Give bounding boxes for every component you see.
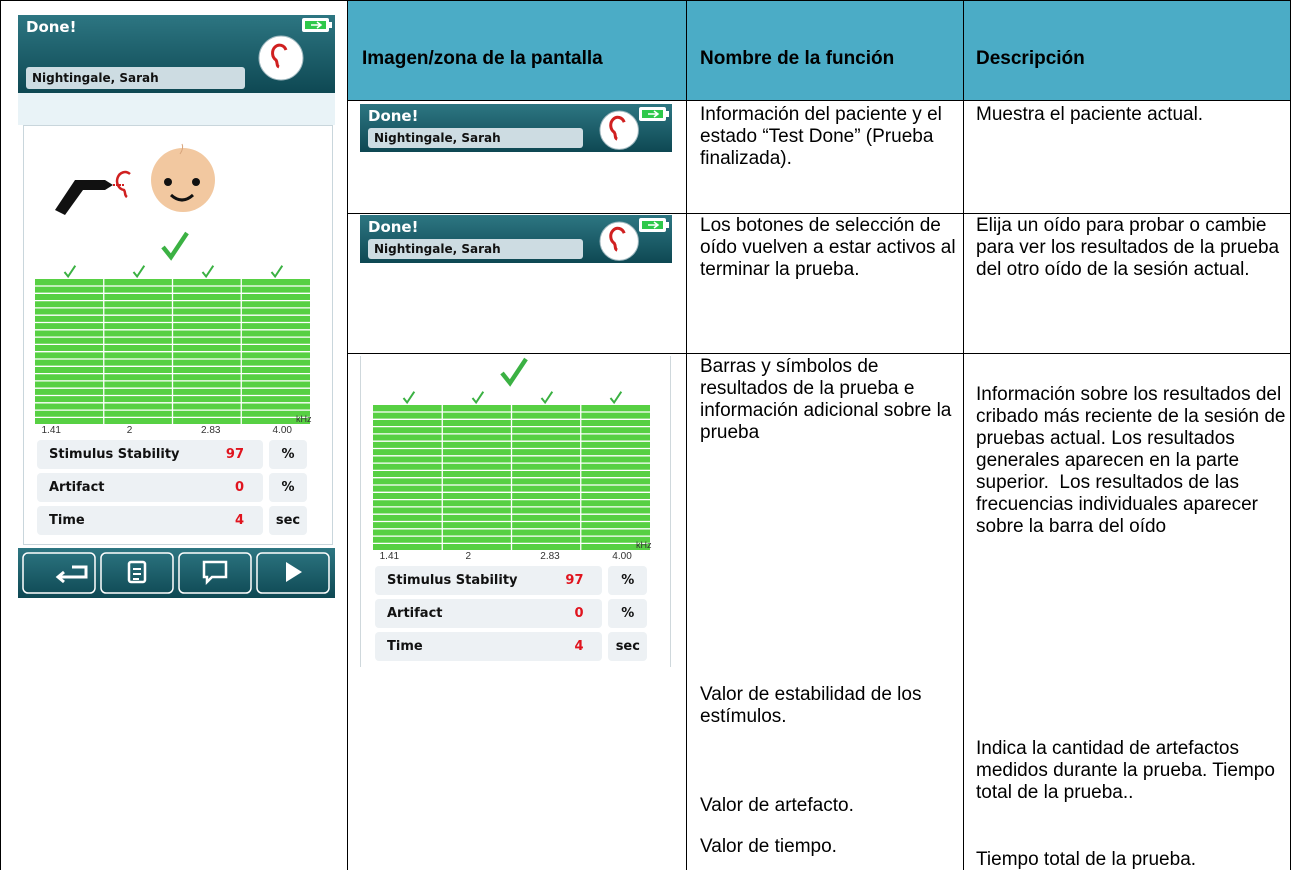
measurement-unit: % <box>281 447 295 462</box>
table-border <box>360 356 361 667</box>
measurement-label: Time <box>49 513 85 528</box>
measurement-row <box>37 506 263 535</box>
frequency-label: 1.41 <box>379 551 400 562</box>
measurement-label: Artifact <box>387 606 443 621</box>
frequency-label: 1.41 <box>41 425 61 436</box>
button-bar <box>18 548 335 598</box>
status: Done! <box>368 107 419 125</box>
cell-text: Valor de artefacto. <box>700 795 854 816</box>
table-border <box>963 0 964 870</box>
frequency-label: 4.00 <box>272 425 292 436</box>
table-border <box>347 100 1291 101</box>
table-border <box>0 0 1291 1</box>
table-header-bg <box>347 0 1290 100</box>
table-border <box>0 0 1 870</box>
frequency-label: 2 <box>465 551 472 562</box>
cell-text: Muestra el paciente actual. <box>976 104 1204 125</box>
status: Done! <box>368 218 419 236</box>
frequency-label: 4.00 <box>612 551 632 562</box>
measurement-label: Stimulus Stability <box>387 573 518 588</box>
nav-button <box>256 552 330 594</box>
measurement-value: 4 <box>234 513 244 528</box>
frequency-check <box>270 265 283 279</box>
patient-box: Nightingale, Sarah <box>368 127 584 148</box>
ear-bar <box>35 279 310 424</box>
frequency-check <box>471 391 484 405</box>
frequency-check <box>610 391 623 405</box>
table-border <box>347 353 1291 354</box>
measurement-value: 0 <box>234 480 244 495</box>
battery-icon <box>302 18 332 32</box>
status: Done! <box>26 18 77 36</box>
measurement-unit-box <box>608 632 648 661</box>
cell-text: Información sobre los resultados del cri… <box>976 384 1291 537</box>
frequency-label: 2.83 <box>201 425 221 436</box>
frequency-check <box>132 265 146 279</box>
patient-box: Nightingale, Sarah <box>26 67 245 89</box>
frequency-check <box>402 391 415 405</box>
measurement-unit: % <box>281 480 295 495</box>
measurement-row <box>375 566 603 595</box>
probe-and-baby <box>55 143 215 215</box>
nav-button <box>22 552 96 594</box>
battery-icon <box>639 218 669 232</box>
frequency-label: 2.83 <box>540 551 560 562</box>
measurement-value: 97 <box>225 447 244 462</box>
table-border <box>1290 0 1291 870</box>
column-header: Descripción <box>976 48 1085 69</box>
measurement-label: Stimulus Stability <box>49 447 180 462</box>
measurement-unit: % <box>621 606 635 621</box>
ear-button <box>599 110 639 151</box>
measurement-unit: sec <box>275 513 301 528</box>
measurement-row <box>37 440 263 469</box>
cell-text: Elija un oído para probar o cambie para … <box>976 215 1285 280</box>
measurement-label: Time <box>387 639 423 654</box>
measurement-row <box>375 599 603 628</box>
header-strip <box>18 93 335 125</box>
unit-label: kHz <box>636 540 652 550</box>
table-border <box>670 356 671 667</box>
measurement-row <box>37 473 263 502</box>
table-border <box>347 213 1291 214</box>
nav-button <box>100 552 174 594</box>
ear-button <box>599 221 639 262</box>
cell-text: Indica la cantidad de artefactos medidos… <box>976 738 1281 803</box>
frequency-label: 2 <box>126 425 133 436</box>
column-header: Imagen/zona de la pantalla <box>362 48 603 69</box>
overall-check <box>160 231 189 261</box>
measurement-unit-box <box>268 506 308 535</box>
cell-text: Valor de estabilidad de los estímulos. <box>700 684 927 727</box>
measurement-value: 97 <box>565 573 584 588</box>
screen-panel <box>23 125 333 545</box>
cell-text: Información del paciente y el estado “Te… <box>700 104 948 169</box>
measurement-unit-box <box>608 566 648 595</box>
cell-text: Valor de tiempo. <box>700 836 837 857</box>
frequency-check <box>540 391 554 405</box>
cell-text: Los botones de selección de oído vuelven… <box>700 215 961 280</box>
patient-box: Nightingale, Sarah <box>368 238 584 259</box>
ear-bar <box>373 405 650 550</box>
battery-icon <box>639 107 669 121</box>
nav-button <box>178 552 252 594</box>
measurement-unit-box <box>268 440 308 469</box>
cell-text: Barras y símbolos de resultados de la pr… <box>700 356 957 443</box>
unit-label: kHz <box>296 414 312 424</box>
measurement-unit: % <box>621 573 635 588</box>
table-border <box>686 0 687 870</box>
measurement-unit-box <box>608 599 648 628</box>
measurement-value: 4 <box>574 639 584 654</box>
cell-text: Tiempo total de la prueba. <box>976 849 1197 870</box>
frequency-check <box>64 265 77 279</box>
measurement-value: 0 <box>574 606 584 621</box>
measurement-unit: sec <box>615 639 640 654</box>
measurement-label: Artifact <box>49 480 105 495</box>
frequency-check <box>201 265 214 279</box>
table-border <box>347 0 348 870</box>
ear-button <box>258 35 304 81</box>
overall-check <box>499 357 528 387</box>
column-header: Nombre de la función <box>700 48 895 69</box>
measurement-unit-box <box>268 473 308 502</box>
measurement-row <box>375 632 603 661</box>
